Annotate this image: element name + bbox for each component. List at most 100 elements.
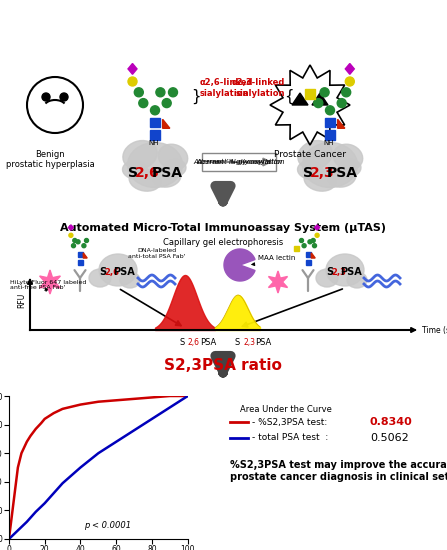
Ellipse shape bbox=[298, 161, 322, 179]
Bar bbox=[306, 260, 311, 265]
Text: α2,6-linked
sialylation: α2,6-linked sialylation bbox=[200, 78, 253, 97]
Text: NH: NH bbox=[323, 140, 333, 146]
Text: 2,6: 2,6 bbox=[188, 338, 200, 347]
Bar bbox=[306, 252, 311, 257]
Circle shape bbox=[134, 88, 143, 97]
Circle shape bbox=[169, 88, 177, 97]
Circle shape bbox=[128, 77, 137, 86]
Circle shape bbox=[320, 88, 329, 97]
Circle shape bbox=[342, 88, 351, 97]
FancyBboxPatch shape bbox=[202, 153, 276, 171]
Ellipse shape bbox=[89, 269, 111, 287]
Circle shape bbox=[299, 239, 304, 243]
Polygon shape bbox=[345, 63, 354, 74]
Polygon shape bbox=[270, 65, 350, 145]
Text: S: S bbox=[235, 338, 240, 347]
Text: PSA: PSA bbox=[326, 166, 358, 180]
Circle shape bbox=[325, 106, 334, 115]
Ellipse shape bbox=[120, 272, 140, 288]
Ellipse shape bbox=[129, 169, 161, 191]
Text: %S2,3PSA test may improve the accuracy of
prostate cancer diagnosis in clinical : %S2,3PSA test may improve the accuracy o… bbox=[230, 460, 447, 482]
Polygon shape bbox=[315, 225, 320, 230]
Text: S: S bbox=[326, 267, 333, 277]
Circle shape bbox=[337, 98, 346, 108]
Text: PSA: PSA bbox=[200, 338, 216, 347]
Ellipse shape bbox=[153, 167, 181, 187]
Text: RFU: RFU bbox=[17, 293, 26, 307]
Ellipse shape bbox=[316, 269, 338, 287]
Text: 2,6: 2,6 bbox=[135, 166, 159, 180]
Ellipse shape bbox=[347, 272, 367, 288]
Text: {: { bbox=[284, 89, 294, 104]
Circle shape bbox=[311, 239, 315, 243]
Polygon shape bbox=[83, 253, 87, 258]
Polygon shape bbox=[311, 253, 315, 258]
Text: HiLyte Fluor 647 labeled
anti-free PSA Fab': HiLyte Fluor 647 labeled anti-free PSA F… bbox=[10, 279, 86, 290]
Ellipse shape bbox=[303, 142, 358, 188]
Text: }: } bbox=[191, 89, 201, 104]
Text: PSA: PSA bbox=[340, 267, 362, 277]
Text: S: S bbox=[303, 166, 313, 180]
Circle shape bbox=[308, 240, 312, 244]
Polygon shape bbox=[292, 93, 308, 105]
Circle shape bbox=[302, 244, 306, 248]
Text: Automated Micro-Total Immunoassay System (μTAS): Automated Micro-Total Immunoassay System… bbox=[60, 223, 386, 233]
Bar bbox=[150, 130, 160, 140]
Text: PSA: PSA bbox=[255, 338, 271, 347]
Ellipse shape bbox=[122, 161, 148, 179]
Circle shape bbox=[72, 244, 76, 248]
Ellipse shape bbox=[99, 254, 137, 286]
Text: 2,6: 2,6 bbox=[105, 267, 119, 277]
Text: S: S bbox=[99, 267, 106, 277]
Text: 2,3: 2,3 bbox=[310, 166, 334, 180]
Text: p < 0.0001: p < 0.0001 bbox=[84, 520, 131, 530]
Polygon shape bbox=[224, 249, 255, 281]
Bar bbox=[150, 118, 160, 128]
Text: Time (s): Time (s) bbox=[422, 326, 447, 334]
Ellipse shape bbox=[298, 141, 332, 169]
Text: Aberrant ’’N-glycosylation: Aberrant ’’N-glycosylation bbox=[193, 159, 285, 165]
Bar bbox=[78, 260, 83, 265]
Text: 0.5062: 0.5062 bbox=[370, 433, 409, 443]
Ellipse shape bbox=[328, 167, 356, 187]
Ellipse shape bbox=[164, 160, 186, 177]
Text: Benign
prostatic hyperplasia: Benign prostatic hyperplasia bbox=[6, 150, 94, 169]
Circle shape bbox=[82, 244, 86, 248]
Circle shape bbox=[76, 240, 80, 244]
Polygon shape bbox=[312, 93, 328, 105]
Circle shape bbox=[156, 88, 165, 97]
Circle shape bbox=[69, 233, 73, 237]
Text: S: S bbox=[128, 166, 138, 180]
Text: Area Under the Curve: Area Under the Curve bbox=[240, 405, 332, 414]
Bar bbox=[305, 89, 315, 99]
Circle shape bbox=[60, 93, 68, 101]
Bar bbox=[78, 252, 83, 257]
Circle shape bbox=[42, 93, 50, 101]
Polygon shape bbox=[40, 270, 60, 294]
Circle shape bbox=[315, 233, 319, 237]
Ellipse shape bbox=[339, 160, 361, 177]
Text: 2,3: 2,3 bbox=[332, 267, 346, 277]
Circle shape bbox=[314, 98, 323, 108]
Text: α2,3-linked
sialylation: α2,3-linked sialylation bbox=[232, 78, 285, 97]
Bar bbox=[325, 130, 335, 140]
Polygon shape bbox=[269, 271, 287, 293]
Circle shape bbox=[84, 239, 89, 243]
Text: - total PSA test  :: - total PSA test : bbox=[252, 433, 328, 443]
Ellipse shape bbox=[333, 144, 363, 170]
Circle shape bbox=[73, 239, 77, 243]
Polygon shape bbox=[128, 63, 137, 74]
Circle shape bbox=[162, 98, 171, 108]
Text: Prostate Cancer: Prostate Cancer bbox=[274, 150, 346, 159]
Text: Capillary gel electrophoresis: Capillary gel electrophoresis bbox=[163, 238, 283, 247]
Text: NH: NH bbox=[148, 140, 159, 146]
Circle shape bbox=[312, 244, 316, 248]
Text: Aberrant n-glycosylation: Aberrant n-glycosylation bbox=[196, 159, 282, 165]
Polygon shape bbox=[337, 119, 345, 128]
Ellipse shape bbox=[158, 144, 188, 170]
Text: S2,3PSA ratio: S2,3PSA ratio bbox=[164, 358, 282, 373]
Text: 2,3: 2,3 bbox=[243, 338, 255, 347]
Ellipse shape bbox=[304, 169, 336, 191]
Text: S: S bbox=[180, 338, 185, 347]
Text: 0.8340: 0.8340 bbox=[370, 417, 413, 427]
